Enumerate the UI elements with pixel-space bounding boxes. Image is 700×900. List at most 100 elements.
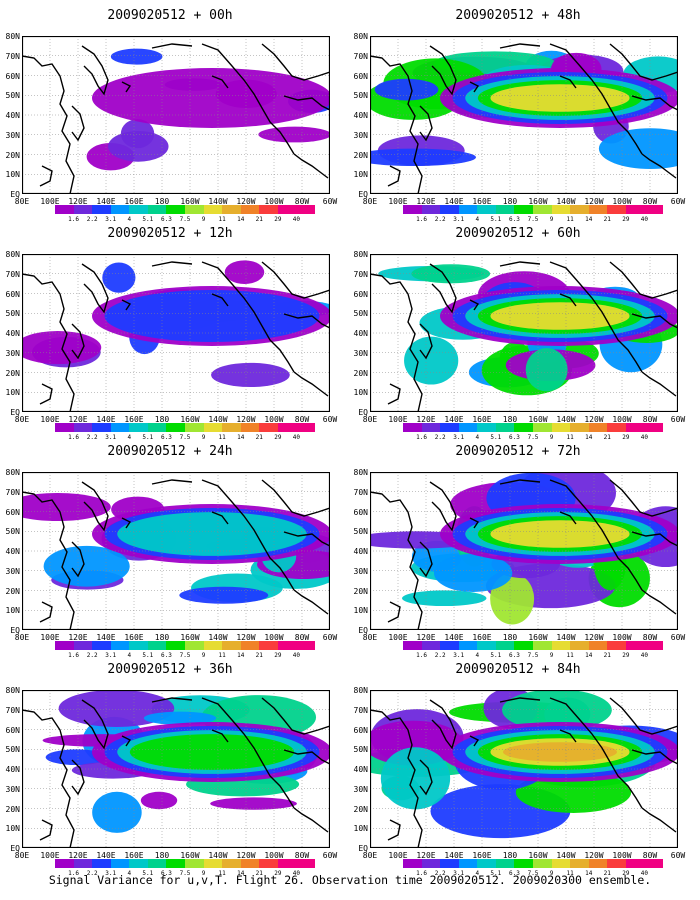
colorbar-label: 3.1 <box>453 216 465 223</box>
colorbar-label: 9 <box>201 216 206 223</box>
panel-title: 2009020512 + 72h <box>455 444 581 459</box>
lat-tick-label: 10N <box>353 388 368 398</box>
colorbar-label: 40 <box>292 434 301 441</box>
colorbar-label: 4 <box>127 870 132 877</box>
colorbar-label: 9 <box>549 652 554 659</box>
colorbar-swatch <box>203 641 223 650</box>
colorbar-swatch <box>570 205 589 214</box>
colorbar-label: 7.5 <box>179 652 191 659</box>
colorbar-swatch <box>129 205 148 214</box>
colorbar-label: 1.6 <box>416 870 427 877</box>
colorbar-label: 2.2 <box>86 870 98 877</box>
colorbar-swatch <box>551 641 571 650</box>
colorbar-swatch <box>222 641 241 650</box>
colorbar-swatch <box>110 641 130 650</box>
panel-title: 2009020512 + 36h <box>107 662 233 677</box>
colorbar-swatch <box>296 423 316 432</box>
colorbar-swatch <box>495 641 515 650</box>
colorbar-swatch <box>185 641 204 650</box>
colorbar-label: 40 <box>640 652 649 659</box>
lon-tick-label: 100E <box>40 197 60 206</box>
colorbar-swatch <box>551 205 571 214</box>
colorbar-label: 1.6 <box>68 652 79 659</box>
colorbar-label: 6.3 <box>509 216 520 223</box>
colorbar-label: 11 <box>566 434 574 441</box>
lat-tick-label: 70N <box>5 269 20 279</box>
colorbar-swatch <box>147 641 167 650</box>
lon-tick-label: 60W <box>322 197 338 206</box>
lon-tick-label: 160E <box>472 851 492 860</box>
colorbar-label: 5.1 <box>490 216 502 223</box>
colorbar-label: 5.1 <box>490 870 502 877</box>
colorbar-label: 4 <box>127 652 132 659</box>
colorbar-label: 5.1 <box>142 216 154 223</box>
colorbar-swatch <box>570 641 589 650</box>
lon-tick-label: 160E <box>124 851 144 860</box>
lat-tick-label: 30N <box>5 784 20 794</box>
lon-tick-label: 140E <box>96 197 116 206</box>
panel-title: 2009020512 + 24h <box>107 444 233 459</box>
colorbar-label: 7.5 <box>179 870 191 877</box>
lon-tick-label: 80E <box>14 197 30 206</box>
colorbar-swatch <box>259 205 278 214</box>
lon-tick-label: 140E <box>96 851 116 860</box>
lon-tick-label: 80W <box>294 633 310 642</box>
colorbar-swatch <box>607 205 626 214</box>
lon-tick-label: 160E <box>472 415 492 424</box>
colorbar-label: 4 <box>127 434 132 441</box>
colorbar-label: 29 <box>274 434 282 441</box>
colorbar-label: 6.3 <box>161 216 172 223</box>
colorbar-label: 29 <box>622 870 630 877</box>
lat-tick-label: 40N <box>5 329 20 338</box>
lat-tick-label: 50N <box>353 745 368 755</box>
colorbar-swatch <box>240 641 260 650</box>
colorbar-swatch <box>147 859 167 868</box>
colorbar-swatch <box>277 641 297 650</box>
colorbar-label: 5.1 <box>142 652 154 659</box>
colorbar-swatch <box>185 859 204 868</box>
lon-tick-label: 80E <box>362 851 378 860</box>
lon-tick-label: 160W <box>180 851 200 860</box>
colorbar-label: 1.6 <box>416 652 427 659</box>
lat-tick-label: EQ <box>10 190 20 199</box>
colorbar-swatch <box>458 423 478 432</box>
lon-tick-label: 100E <box>388 197 408 206</box>
map-panel: 2009020512 + 24h 80N 70N 60N 50N 40N 30N 20N 10N… <box>0 444 340 659</box>
colorbar-swatch <box>73 859 93 868</box>
lat-tick-label: 50N <box>5 527 20 537</box>
lat-tick-label: 30N <box>353 348 368 358</box>
colorbar <box>403 641 664 650</box>
lat-tick-label: 10N <box>353 170 368 180</box>
colorbar-swatch <box>403 423 422 432</box>
lat-tick-label: 20N <box>353 150 368 160</box>
colorbar-label: 9 <box>549 216 554 223</box>
colorbar <box>55 423 316 432</box>
colorbar-swatch <box>514 423 534 432</box>
lon-tick-label: 80E <box>14 415 30 424</box>
lat-tick-label: 60N <box>5 71 20 81</box>
colorbar-swatch <box>73 423 93 432</box>
colorbar-swatch <box>259 423 278 432</box>
lon-tick-label: 160W <box>180 415 200 424</box>
lat-tick-label: 50N <box>5 745 20 755</box>
lon-tick-label: 140E <box>96 415 116 424</box>
lon-tick-label: 120E <box>416 415 436 424</box>
colorbar-label: 7.5 <box>527 870 539 877</box>
lat-tick-label: 80N <box>353 32 368 41</box>
colorbar-label: 11 <box>566 870 574 877</box>
colorbar-swatch <box>296 205 316 214</box>
lon-tick-label: 60W <box>670 197 686 206</box>
colorbar-label: 29 <box>274 216 282 223</box>
colorbar-label: 11 <box>566 652 574 659</box>
lat-tick-label: 70N <box>5 487 20 497</box>
lon-tick-label: 180 <box>502 851 518 860</box>
lat-tick-label: 50N <box>353 309 368 319</box>
lon-tick-label: 100E <box>40 415 60 424</box>
colorbar <box>55 641 316 650</box>
colorbar-swatch <box>166 205 186 214</box>
lon-tick-label: 100W <box>612 851 632 860</box>
lat-tick-label: 60N <box>5 725 20 735</box>
colorbar-swatch <box>644 423 664 432</box>
lat-tick-label: 70N <box>353 51 368 61</box>
colorbar-swatch <box>570 423 589 432</box>
